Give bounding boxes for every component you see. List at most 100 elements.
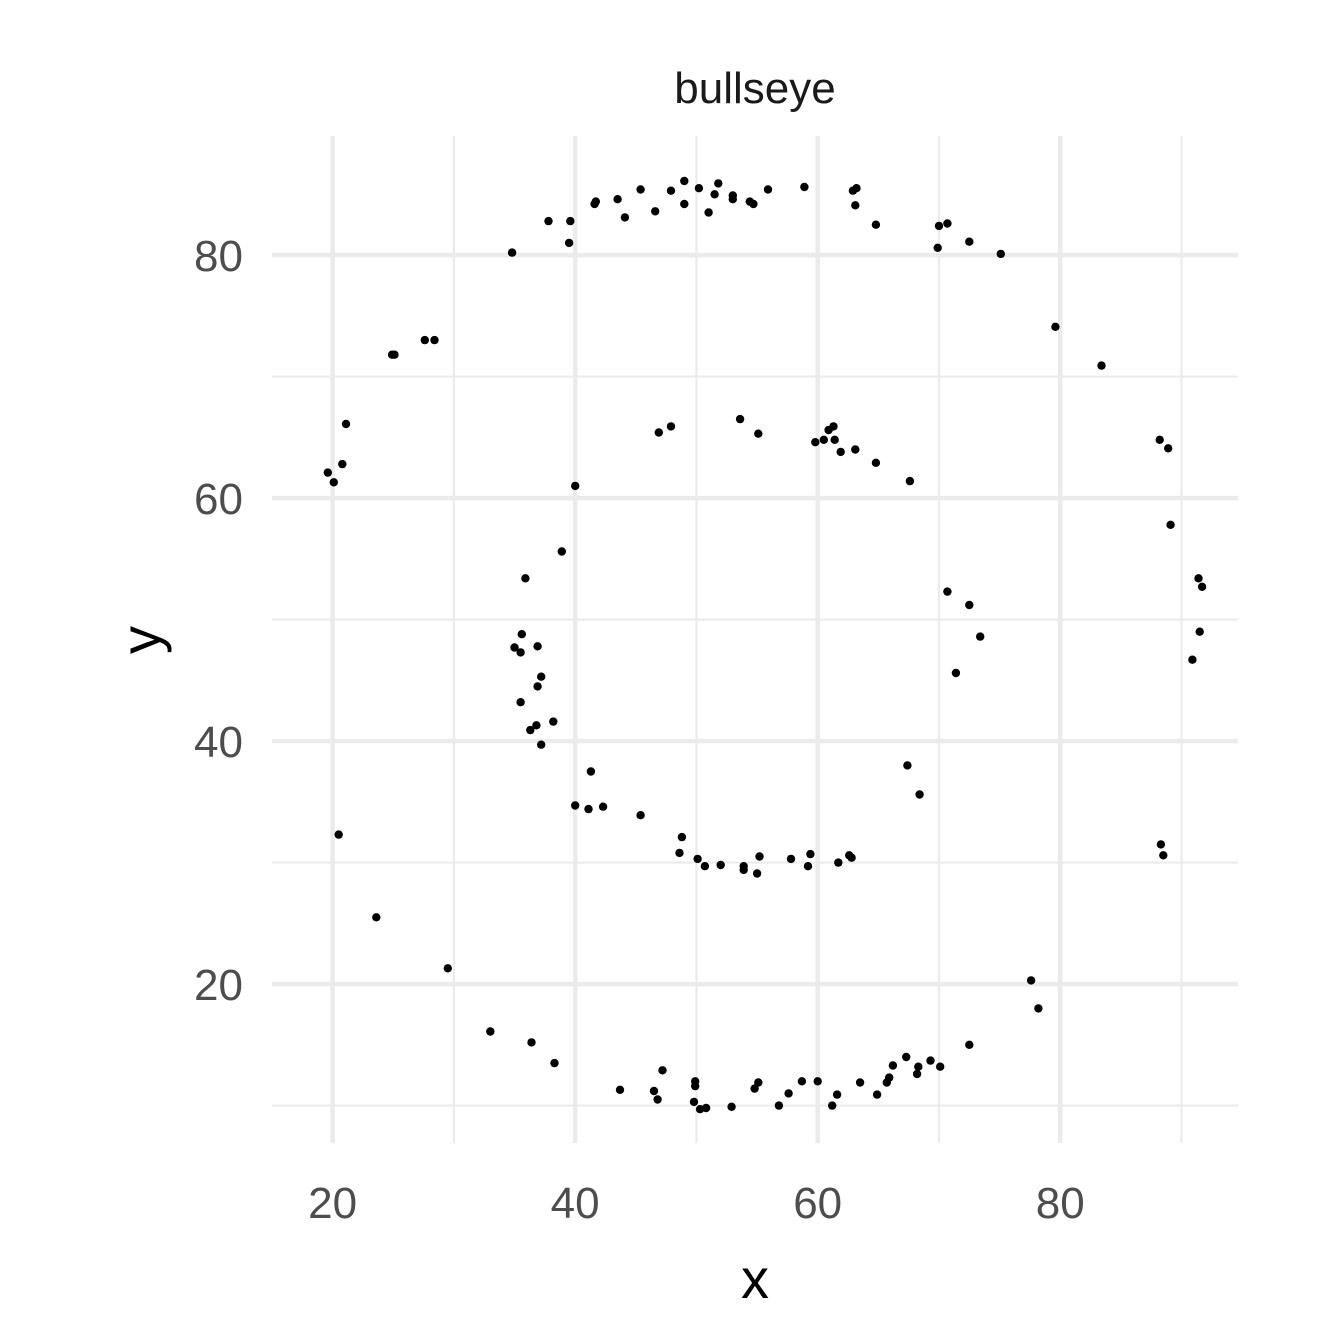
data-point [851, 445, 860, 454]
data-point [847, 853, 856, 862]
data-point [936, 1062, 945, 1071]
data-point [620, 213, 630, 222]
y-tick-label: 80 [194, 232, 243, 281]
data-point [710, 190, 719, 199]
data-point [784, 1089, 793, 1098]
data-point [926, 1056, 935, 1065]
data-point [882, 1078, 891, 1087]
data-point [537, 672, 546, 681]
data-point [1159, 851, 1168, 860]
x-axis-title: x [741, 1247, 769, 1310]
data-point [800, 182, 809, 192]
y-tick-label: 40 [194, 718, 243, 767]
data-point [700, 862, 710, 871]
data-point [341, 419, 351, 429]
data-point [905, 476, 915, 486]
data-point [819, 435, 828, 444]
data-point [915, 790, 924, 799]
data-point [704, 208, 713, 217]
chart-title: bullseye [674, 64, 835, 113]
x-tick-label: 40 [551, 1179, 600, 1228]
data-point [739, 862, 748, 871]
data-point [598, 802, 608, 811]
data-point [636, 811, 645, 820]
data-point [806, 849, 815, 859]
data-point [829, 422, 838, 431]
data-point [933, 243, 942, 252]
data-point [735, 414, 745, 424]
data-point [571, 801, 580, 810]
data-point [533, 642, 542, 651]
data-point [693, 854, 702, 864]
data-point [763, 185, 773, 194]
data-point [420, 335, 429, 345]
data-point [537, 740, 546, 749]
data-point [803, 862, 813, 871]
data-point [680, 176, 689, 186]
data-point [544, 216, 553, 226]
data-point [996, 249, 1005, 259]
data-point [550, 1058, 559, 1068]
data-point [750, 1084, 759, 1093]
data-point [855, 1078, 865, 1087]
data-point [694, 184, 704, 193]
data-point [323, 468, 332, 477]
x-tick-label: 80 [1036, 1179, 1085, 1228]
data-point [871, 220, 881, 229]
data-point [658, 1066, 667, 1075]
data-point [526, 725, 535, 735]
data-point [516, 698, 525, 707]
data-point [666, 186, 676, 195]
data-point [591, 197, 600, 206]
y-axis-title: y [109, 626, 172, 654]
data-point [1097, 361, 1106, 370]
data-point [372, 913, 381, 922]
data-point [329, 478, 338, 487]
data-point [653, 1095, 662, 1104]
data-point [852, 184, 861, 193]
data-point [752, 869, 762, 878]
data-point [965, 1040, 974, 1050]
data-point [914, 1062, 923, 1071]
data-point [1197, 582, 1207, 591]
data-point [532, 721, 541, 730]
data-point [832, 1090, 842, 1099]
data-point [527, 1038, 536, 1047]
data-point [334, 830, 343, 839]
y-tick-label: 60 [194, 475, 243, 524]
data-point [387, 350, 397, 359]
data-point [728, 195, 737, 204]
data-point [680, 199, 689, 209]
data-point [727, 1102, 736, 1112]
data-point [851, 201, 860, 210]
data-point [786, 854, 796, 864]
data-point [695, 1105, 705, 1114]
data-point [951, 668, 961, 678]
data-point [903, 761, 912, 770]
data-point [533, 682, 542, 691]
data-point [430, 335, 439, 345]
data-point [754, 429, 763, 438]
data-point [888, 1061, 898, 1070]
data-point [549, 717, 558, 726]
data-point [566, 216, 575, 226]
data-point [943, 219, 952, 228]
data-point [1155, 435, 1164, 444]
x-tick-label: 60 [793, 1179, 842, 1228]
data-point [1164, 444, 1173, 453]
data-point [1026, 976, 1036, 985]
data-point [666, 422, 676, 431]
data-point [976, 632, 985, 641]
y-tick-label: 20 [194, 961, 243, 1010]
data-point [755, 852, 764, 861]
data-point [1034, 1004, 1043, 1013]
data-point [636, 185, 645, 194]
data-point [521, 574, 530, 583]
data-point [338, 459, 347, 469]
minor-grid [272, 136, 1238, 1143]
data-point [714, 179, 723, 188]
data-point [871, 458, 881, 467]
data-point [754, 1078, 763, 1087]
data-point [675, 848, 684, 858]
